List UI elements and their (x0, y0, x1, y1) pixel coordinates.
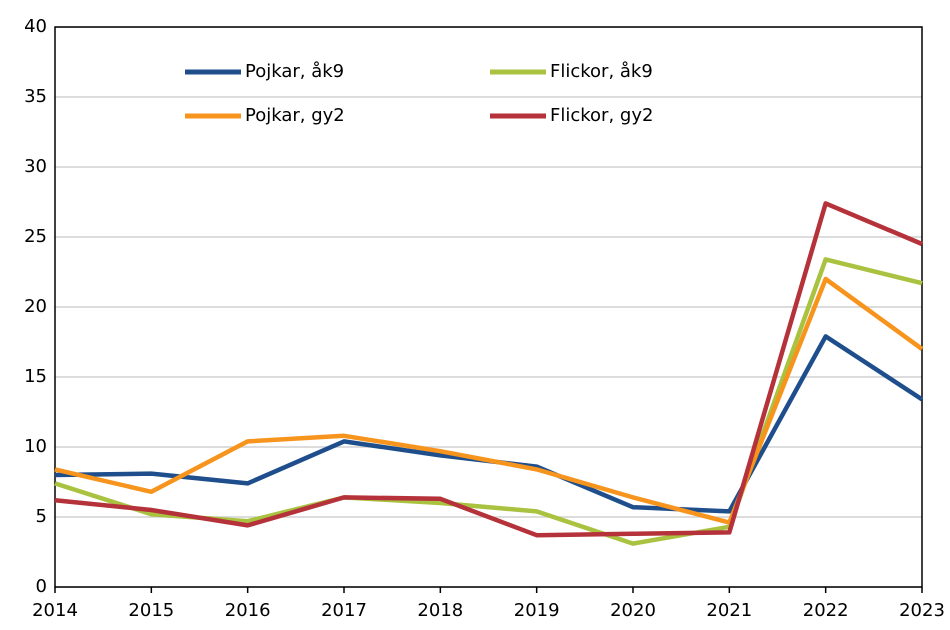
y-tick-label: 40 (24, 16, 47, 37)
x-tick-label: 2021 (706, 600, 752, 621)
y-tick-label: 0 (36, 576, 47, 597)
x-tick-label: 2023 (899, 600, 945, 621)
y-tick-label: 20 (24, 296, 47, 317)
legend-label: Pojkar, åk9 (245, 61, 344, 82)
y-tick-label: 25 (24, 226, 47, 247)
y-tick-label: 30 (24, 156, 47, 177)
x-tick-label: 2019 (514, 600, 560, 621)
x-tick-label: 2018 (417, 600, 463, 621)
y-tick-label: 5 (36, 506, 47, 527)
x-tick-label: 2016 (225, 600, 271, 621)
legend-label: Pojkar, gy2 (245, 105, 345, 126)
series-line (54, 201, 923, 538)
y-tick-label: 10 (24, 436, 47, 457)
x-tick-label: 2017 (321, 600, 367, 621)
legend-label: Flickor, åk9 (550, 61, 653, 82)
x-tick-label: 2020 (610, 600, 656, 621)
x-tick-label: 2022 (803, 600, 849, 621)
y-tick-label: 35 (24, 86, 47, 107)
plot-frame (54, 26, 923, 588)
x-tick-label: 2014 (32, 600, 78, 621)
series-line (54, 276, 924, 525)
y-tick-label: 15 (24, 366, 47, 387)
legend-label: Flickor, gy2 (550, 105, 653, 126)
x-tick-label: 2015 (128, 600, 174, 621)
